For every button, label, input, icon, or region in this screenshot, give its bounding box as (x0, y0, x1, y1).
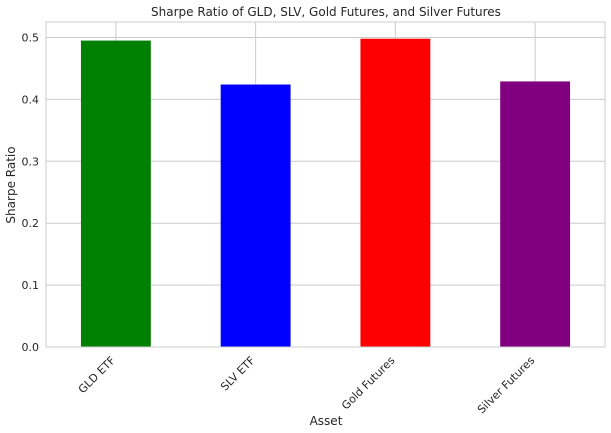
x-tick-label: GLD ETF (76, 354, 118, 396)
y-tick-label: 0.2 (22, 217, 40, 230)
bar-gold-futures (360, 38, 431, 347)
x-tick-labels: GLD ETF SLV ETF Gold Futures Silver Futures (76, 354, 538, 417)
y-tick-label: 0.1 (22, 279, 40, 292)
bar-slv-etf (220, 84, 291, 348)
y-axis-label: Sharpe Ratio (4, 146, 18, 223)
plot-frame (45, 21, 606, 348)
chart-title: Sharpe Ratio of GLD, SLV, Gold Futures, … (151, 5, 501, 19)
y-tick-labels: 0.0 0.1 0.2 0.3 0.4 0.5 (22, 31, 40, 354)
y-tick-label: 0.0 (22, 341, 40, 354)
y-tick-label: 0.5 (22, 31, 40, 44)
y-tick-label: 0.3 (22, 155, 40, 168)
x-gridlines (115, 22, 536, 347)
bar-gld-etf (80, 40, 151, 347)
x-tick-label: SLV ETF (218, 354, 258, 394)
y-tick-label: 0.4 (22, 93, 40, 106)
bars (80, 38, 571, 348)
x-tick-label: Gold Futures (339, 354, 398, 413)
x-tick-label: Silver Futures (475, 354, 538, 417)
bar-silver-futures (500, 81, 571, 347)
x-axis-label: Asset (310, 414, 343, 428)
